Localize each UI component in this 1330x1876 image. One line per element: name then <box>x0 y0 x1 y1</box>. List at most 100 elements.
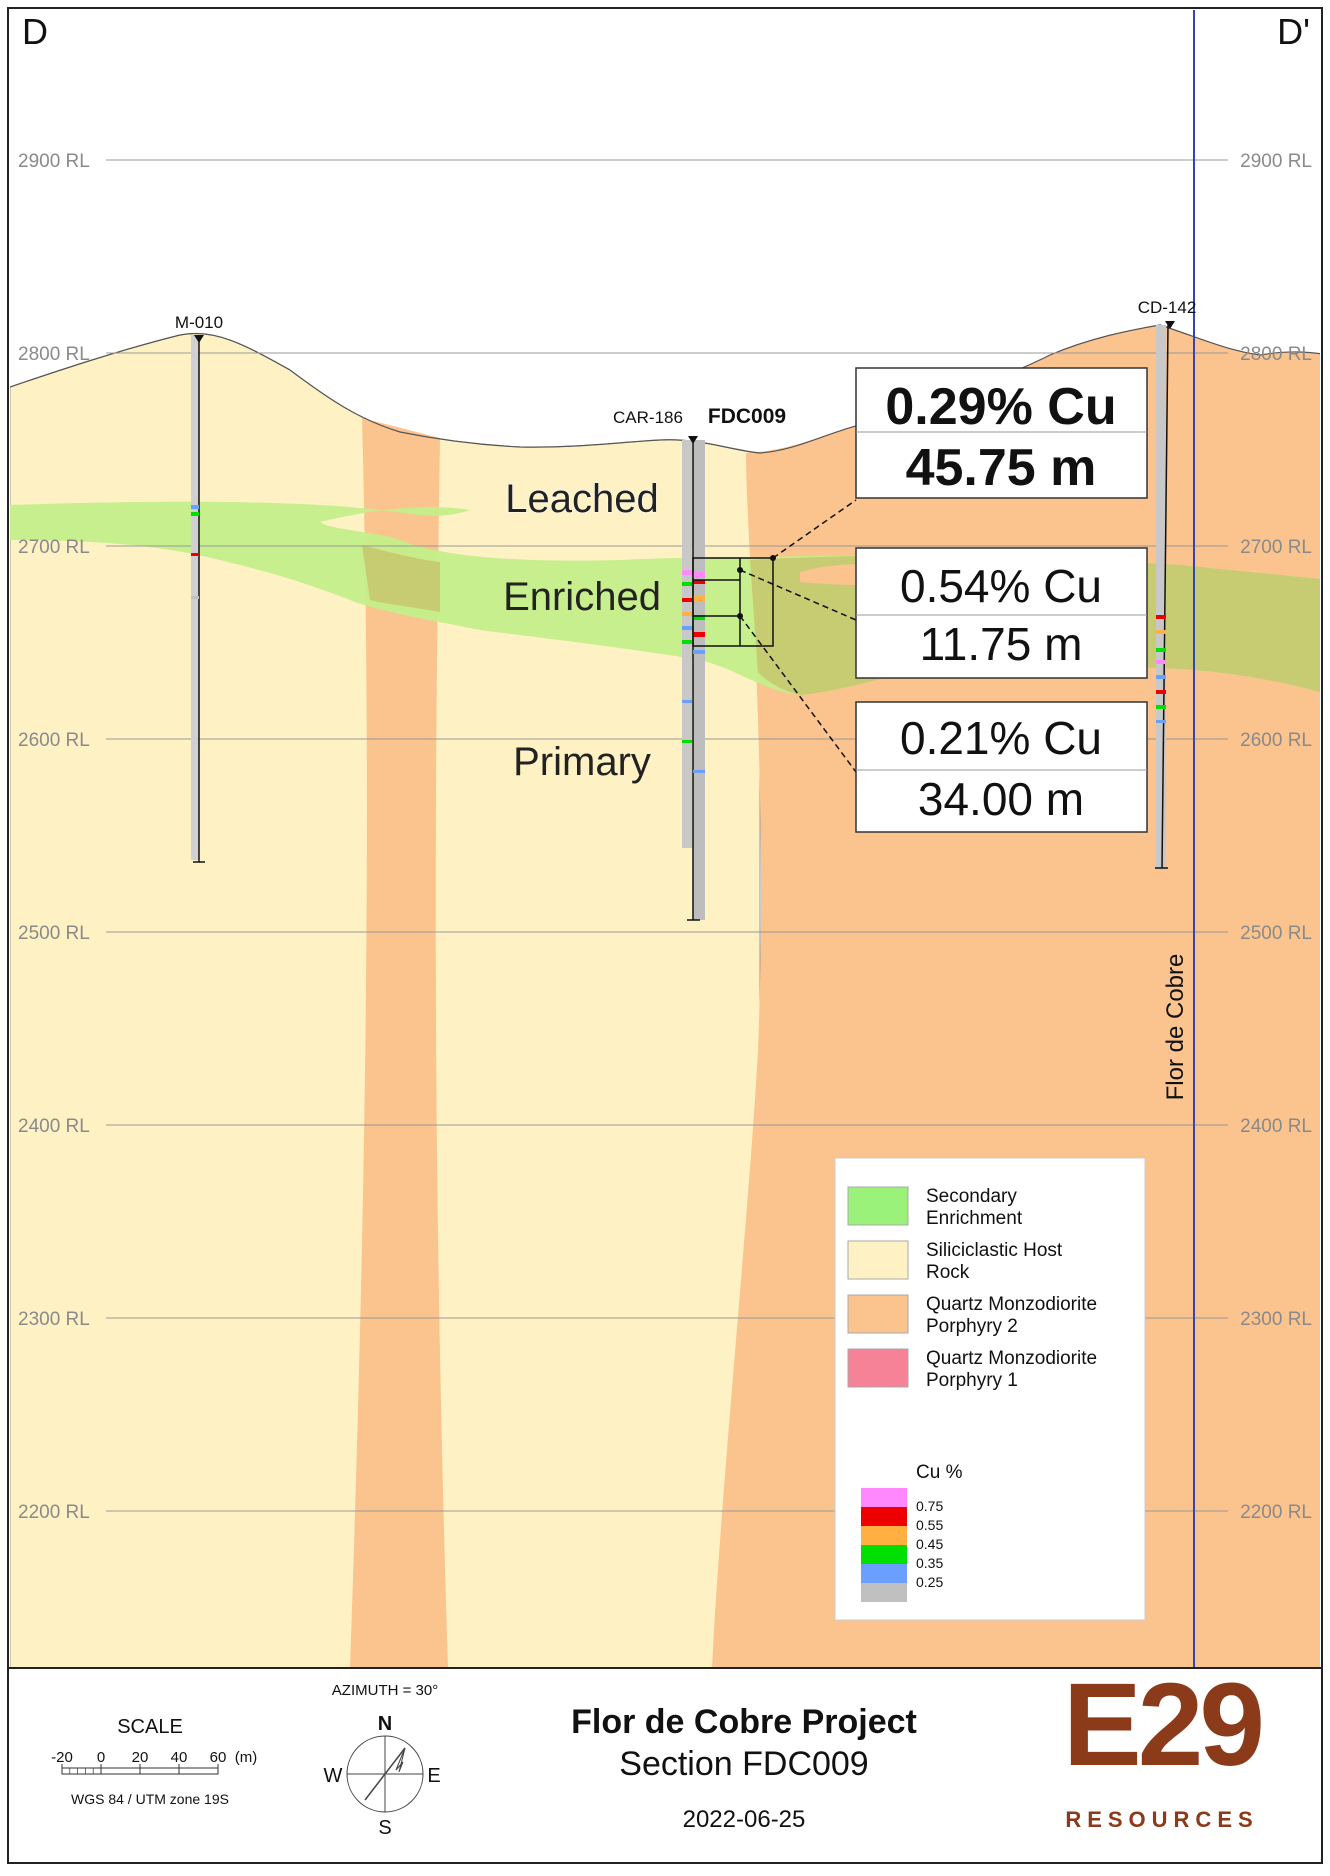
legend-swatch <box>847 1348 909 1388</box>
intercept-1-length: 45.75 m <box>906 439 1097 497</box>
cu-scale-swatch <box>861 1583 907 1602</box>
scale-bar: -20 0 20 40 60 (m) <box>51 1749 258 1775</box>
intercept-3-length: 34.00 m <box>918 773 1084 825</box>
cu-scale-swatch <box>861 1507 907 1526</box>
company-logo-sub: RESOURCES <box>1065 1807 1258 1832</box>
section-end-left: D <box>22 11 48 52</box>
intercept-outline-45m <box>692 557 774 647</box>
cu-scale-tick: 0.25 <box>916 1574 943 1590</box>
intercept-box-1: 0.29% Cu 45.75 m <box>855 367 1148 499</box>
rl-label-right: 2700 RL <box>1240 537 1312 558</box>
drillhole-cd142[interactable] <box>1155 324 1169 870</box>
boundary-label: Flor de Cobre <box>1162 954 1189 1101</box>
hole-label-m010: M-010 <box>175 313 223 332</box>
cu-scale-tick: 0.75 <box>916 1498 943 1514</box>
datum-label: WGS 84 / UTM zone 19S <box>71 1791 229 1807</box>
rl-label-left: 2600 RL <box>18 730 90 751</box>
rl-label-left: 2700 RL <box>18 537 90 558</box>
collar-marker-m010 <box>194 335 204 343</box>
cu-scale-swatch <box>861 1526 907 1545</box>
legend-label-line1: Secondary <box>926 1186 1017 1207</box>
rl-label-right: 2500 RL <box>1240 923 1312 944</box>
intercept-2-length: 11.75 m <box>920 618 1083 670</box>
legend-label-line2: Enrichment <box>926 1208 1023 1229</box>
legend-label-line1: Quartz Monzodiorite <box>926 1348 1097 1369</box>
compass-n: N <box>378 1713 392 1735</box>
rl-label-right: 2800 RL <box>1240 344 1312 365</box>
leader-line-3 <box>739 615 857 773</box>
figure-subtitle: Section FDC009 <box>619 1745 868 1783</box>
footer: SCALE -20 0 20 40 60 (m) WGS 84 / UTM zone 19… <box>51 1659 1265 1839</box>
azimuth-label: AZIMUTH = 30° <box>332 1682 438 1699</box>
cu-scale-swatch <box>861 1488 907 1507</box>
cu-scale-swatch <box>861 1564 907 1583</box>
scale-tick-label: -20 <box>51 1749 73 1766</box>
scale-tick-label: 20 <box>132 1749 149 1766</box>
collar-marker-cd142 <box>1165 321 1175 329</box>
rl-labels: 2900 RL 2900 RL 2800 RL 2800 RL 2700 RL 2700 … <box>18 151 1312 1523</box>
rl-grid <box>106 159 1228 1512</box>
rl-label-left: 2900 RL <box>18 151 90 172</box>
scale-tick-label: 0 <box>97 1749 105 1766</box>
intercept-box-3: 0.21% Cu 34.00 m <box>855 701 1148 833</box>
compass-e: E <box>427 1765 440 1787</box>
collar-marker-fdc009 <box>688 436 698 444</box>
scale-unit: (m) <box>235 1749 258 1766</box>
legend-label-line1: Quartz Monzodiorite <box>926 1294 1097 1315</box>
cu-scale-tick: 0.35 <box>916 1555 943 1571</box>
leader-line-2 <box>739 569 857 621</box>
company-logo: E29 <box>1063 1659 1261 1791</box>
intercept-2-grade: 0.54% Cu <box>900 560 1102 612</box>
intercept-1-grade: 0.29% Cu <box>885 378 1116 436</box>
rl-label-right: 2200 RL <box>1240 1502 1312 1523</box>
figure-title: Flor de Cobre Project <box>571 1703 917 1741</box>
zone-label-enriched: Enriched <box>503 575 661 619</box>
figure-date: 2022-06-25 <box>683 1806 806 1833</box>
rl-label-right: 2300 RL <box>1240 1309 1312 1330</box>
legend-cu-title: Cu % <box>916 1462 963 1483</box>
hole-label-fdc009: FDC009 <box>708 405 786 428</box>
cu-scale-tick: 0.45 <box>916 1536 943 1552</box>
compass-w: W <box>324 1765 343 1787</box>
legend-swatch <box>847 1240 909 1280</box>
legend-label-line2: Rock <box>926 1262 970 1283</box>
compass-s: S <box>378 1817 391 1839</box>
porphyry-2-dyke <box>350 418 448 1668</box>
intercept-box-2: 0.54% Cu 11.75 m <box>855 547 1148 679</box>
hole-label-cd142: CD-142 <box>1138 298 1197 317</box>
legend-label-line2: Porphyry 1 <box>926 1370 1018 1391</box>
rl-label-left: 2200 RL <box>18 1502 90 1523</box>
intercept-3-grade: 0.21% Cu <box>900 712 1102 764</box>
scale-tick-label: 40 <box>171 1749 188 1766</box>
rl-label-left: 2400 RL <box>18 1116 90 1137</box>
drillhole-m010[interactable] <box>191 335 205 863</box>
zone-label-primary: Primary <box>513 740 651 784</box>
rl-label-right: 2400 RL <box>1240 1116 1312 1137</box>
cu-scale: 0.75 0.55 0.45 0.35 0.25 <box>861 1488 943 1602</box>
zone-label-leached: Leached <box>505 477 658 521</box>
rl-label-right: 2600 RL <box>1240 730 1312 751</box>
enrichment-over-porphyry <box>362 545 440 612</box>
drillhole-car186[interactable] <box>682 440 692 848</box>
rl-label-left: 2500 RL <box>18 923 90 944</box>
hole-label-car186: CAR-186 <box>613 408 683 427</box>
legend-swatch <box>847 1186 909 1226</box>
legend-label-line2: Porphyry 2 <box>926 1316 1018 1337</box>
scale-tick-label: 60 <box>210 1749 227 1766</box>
leader-line-1 <box>772 499 857 559</box>
rl-label-left: 2300 RL <box>18 1309 90 1330</box>
scale-title: SCALE <box>117 1716 183 1738</box>
compass-icon <box>346 1735 424 1813</box>
legend-swatch <box>847 1294 909 1334</box>
legend-label-line1: Siliciclastic Host <box>926 1240 1063 1261</box>
cu-scale-swatch <box>861 1545 907 1564</box>
drillhole-fdc009[interactable] <box>687 440 705 921</box>
cu-scale-tick: 0.55 <box>916 1517 943 1533</box>
section-end-right: D' <box>1277 11 1310 52</box>
